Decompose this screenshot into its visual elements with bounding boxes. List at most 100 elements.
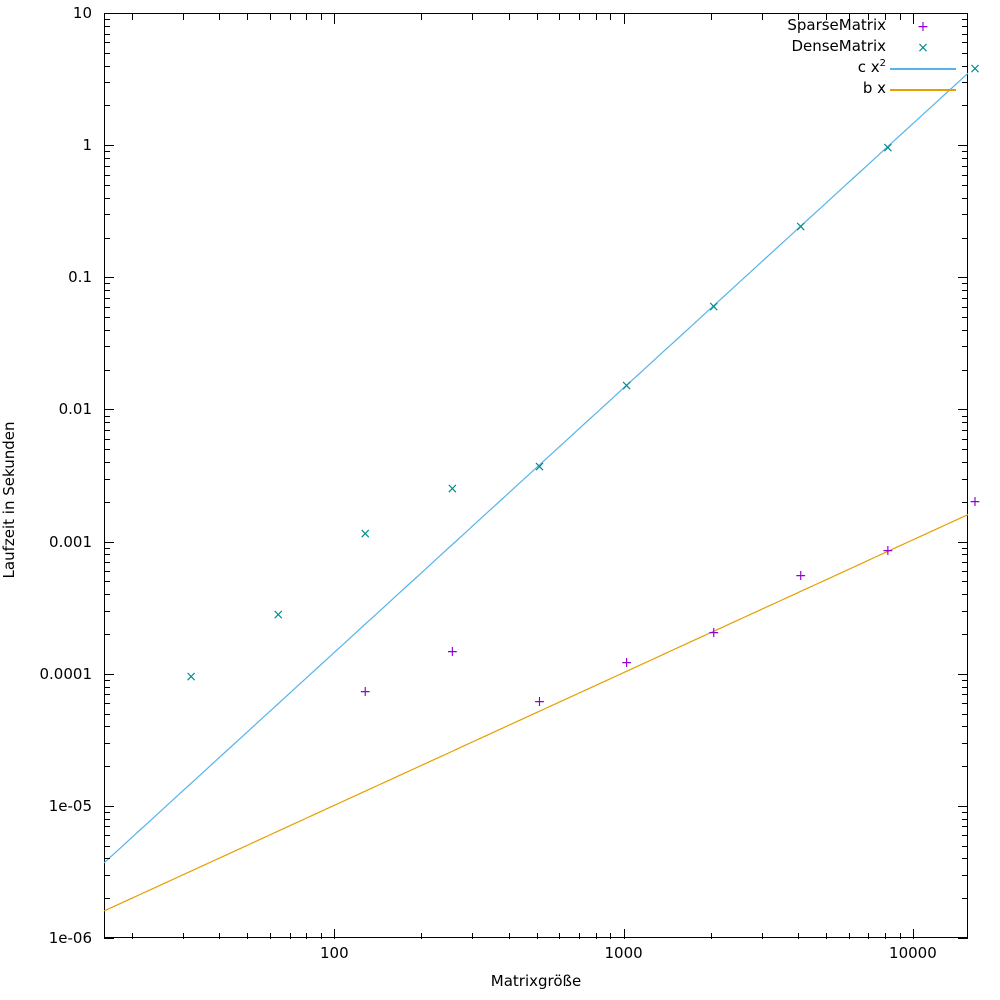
y-tick (104, 145, 114, 147)
y-tick-right (962, 346, 968, 348)
y-tick-right (962, 415, 968, 417)
y-tick-right (962, 184, 968, 186)
x-tick-top (183, 14, 184, 20)
y-tick-right (962, 570, 968, 572)
cross-marker-icon: × (882, 139, 894, 156)
y-tick-right (962, 449, 968, 451)
y-tick-right (962, 165, 968, 167)
x-tick-top (623, 14, 625, 24)
legend-label: c x2 (857, 58, 886, 76)
x-tick (270, 933, 272, 939)
y-tick (104, 462, 110, 463)
y-tick-right (962, 306, 968, 308)
y-tick (104, 346, 110, 348)
y-tick (104, 875, 110, 876)
cross-marker-icon: × (620, 378, 633, 395)
y-tick-right (958, 13, 968, 14)
y-tick-label: 0.01 (58, 400, 92, 419)
y-tick (104, 547, 110, 549)
y-tick (104, 429, 110, 431)
y-tick-right (962, 547, 968, 549)
legend-key (890, 58, 956, 79)
y-tick-label: 0.001 (49, 532, 92, 551)
x-tick-top (761, 14, 763, 20)
x-tick (559, 933, 561, 939)
y-tick (104, 742, 110, 744)
y-tick (104, 214, 110, 216)
legend-row: c x2 (754, 58, 964, 79)
legend-row: SparseMatrix + (754, 16, 964, 37)
y-tick (104, 165, 110, 167)
y-tick (104, 290, 110, 292)
plus-marker-icon: + (446, 644, 459, 661)
y-tick-right (958, 541, 968, 543)
x-tick-top (868, 14, 870, 20)
y-tick (104, 237, 110, 239)
x-tick-top (536, 14, 538, 20)
y-tick-right (962, 742, 968, 744)
x-tick-top (421, 14, 423, 20)
x-tick (610, 933, 612, 939)
y-tick (104, 283, 110, 285)
x-tick (536, 933, 538, 939)
y-tick (104, 297, 110, 299)
y-tick (104, 19, 110, 20)
x-tick (884, 933, 886, 939)
y-tick (104, 415, 110, 417)
y-tick (104, 835, 110, 837)
y-tick (104, 938, 114, 939)
y-tick-right (962, 33, 968, 35)
y-tick (104, 541, 114, 543)
legend-label-exponent: 2 (879, 58, 886, 69)
cross-marker-icon: × (969, 60, 981, 77)
x-tick-top (912, 14, 914, 24)
y-tick (104, 277, 114, 279)
y-tick-right (962, 703, 968, 704)
x-tick-label: 100 (319, 944, 349, 962)
y-tick (104, 818, 110, 820)
y-tick-right (962, 157, 968, 159)
y-tick-right (962, 329, 968, 331)
y-tick-right (962, 694, 968, 696)
plus-marker-icon: + (969, 493, 981, 510)
x-tick-top (508, 14, 510, 20)
x-tick (219, 933, 221, 939)
y-tick (104, 713, 110, 715)
x-tick (508, 933, 510, 939)
x-tick-top (559, 14, 561, 20)
y-tick (104, 151, 110, 153)
y-tick (104, 570, 110, 572)
y-tick-right (962, 581, 968, 583)
x-tick (710, 933, 712, 939)
x-tick-label: 1000 (604, 944, 643, 962)
y-tick (104, 449, 110, 451)
plus-marker-icon: + (882, 542, 894, 559)
cross-marker-icon: × (359, 525, 372, 542)
y-tick-right (962, 679, 968, 681)
x-axis-title: Matrixgröße (490, 972, 582, 990)
cross-marker-icon: × (533, 458, 546, 475)
y-tick-right (962, 197, 968, 199)
y-tick-right (962, 317, 968, 319)
y-tick (104, 422, 110, 424)
plus-marker-icon: + (707, 624, 720, 641)
y-tick (104, 686, 110, 688)
y-tick-right (962, 845, 968, 847)
x-tick-top (289, 14, 291, 20)
y-tick (104, 174, 110, 176)
legend-key: + (890, 16, 956, 37)
y-tick-label: 10 (72, 4, 92, 22)
x-tick (472, 933, 474, 939)
x-tick-top (219, 14, 221, 20)
cross-marker-icon: × (707, 298, 720, 315)
x-tick (623, 929, 625, 939)
legend-label: DenseMatrix (791, 37, 886, 55)
y-tick-right (958, 277, 968, 279)
x-tick (899, 933, 901, 939)
x-tick-top (899, 14, 901, 20)
x-tick-top (710, 14, 712, 20)
y-tick (104, 52, 110, 54)
y-tick-right (958, 805, 968, 807)
x-tick-top (306, 14, 308, 20)
y-tick-right (962, 429, 968, 431)
